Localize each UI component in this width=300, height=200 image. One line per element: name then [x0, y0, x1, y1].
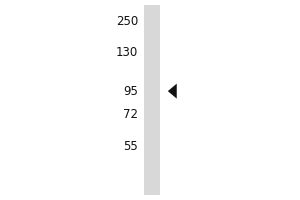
- Text: 130: 130: [116, 46, 138, 59]
- Polygon shape: [168, 84, 177, 99]
- Bar: [144, 5, 160, 195]
- Text: 55: 55: [123, 140, 138, 153]
- Text: 250: 250: [116, 15, 138, 28]
- Text: 95: 95: [123, 85, 138, 98]
- Text: 72: 72: [123, 108, 138, 121]
